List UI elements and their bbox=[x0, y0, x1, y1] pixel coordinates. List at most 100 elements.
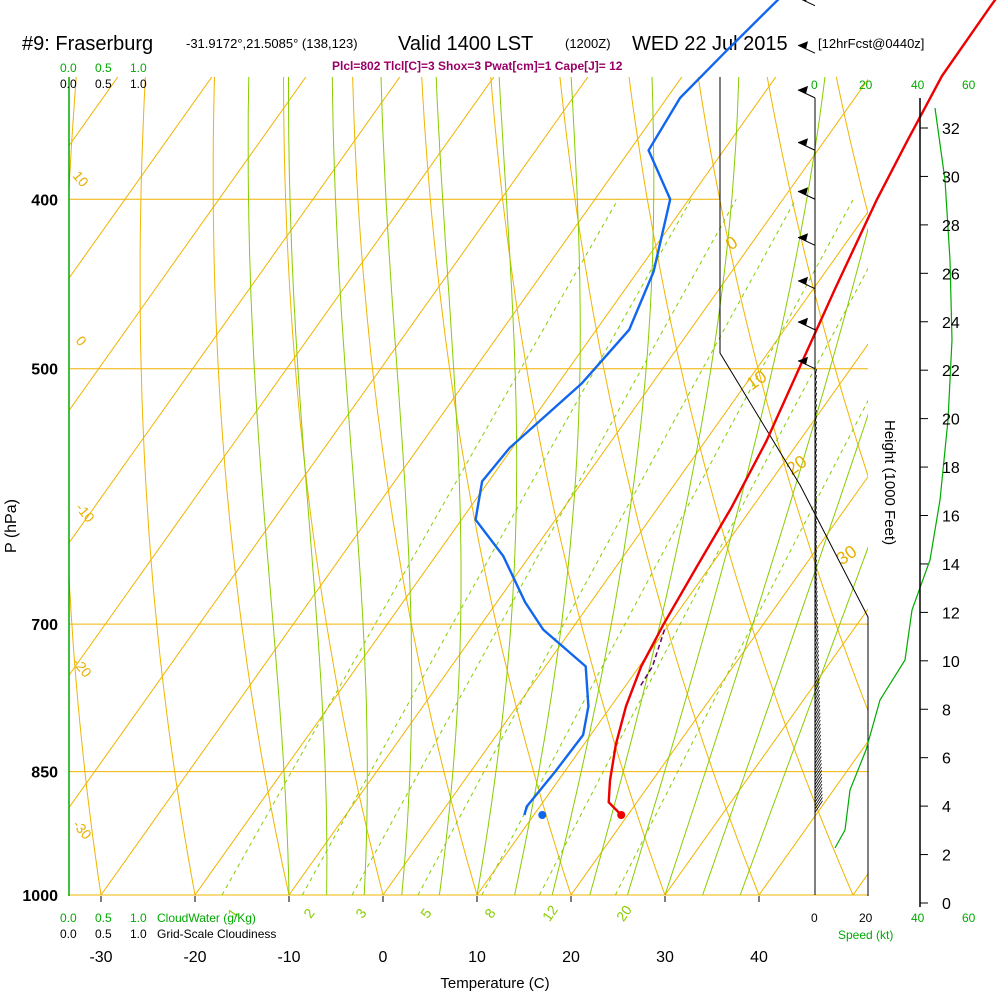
dry-adiabat bbox=[559, 77, 760, 896]
wind-barb bbox=[814, 734, 822, 746]
moist-adiabat bbox=[331, 77, 368, 896]
wind-barb bbox=[814, 629, 819, 639]
mixing-ratio-label: 5 bbox=[417, 905, 435, 921]
dry-adiabat bbox=[421, 77, 572, 896]
wind-barb bbox=[814, 716, 821, 727]
speed-profile-line bbox=[834, 107, 953, 849]
valid-date: WED 22 Jul 2015 bbox=[632, 33, 788, 55]
isotherm-line bbox=[570, 475, 868, 896]
wind-barb bbox=[814, 780, 823, 793]
mixing-ratio-line bbox=[351, 199, 737, 896]
wind-barb bbox=[814, 459, 817, 467]
pressure-tick-label: 1000 bbox=[22, 888, 58, 905]
wind-barb bbox=[814, 689, 820, 700]
isotherm-line bbox=[69, 77, 401, 544]
wind-barb bbox=[814, 763, 822, 775]
cloudwater-bottom-1: 0.5 bbox=[95, 911, 112, 925]
wind-barb bbox=[814, 490, 817, 499]
wind-barb bbox=[814, 380, 817, 389]
wind-barb bbox=[814, 705, 821, 716]
wind-barb bbox=[814, 573, 818, 581]
parcel-profile bbox=[639, 629, 666, 687]
temperature-tick-label: 30 bbox=[656, 949, 674, 966]
height-tick-label: 6 bbox=[942, 751, 951, 768]
wind-barb bbox=[814, 554, 817, 563]
dry-adiabat bbox=[697, 77, 868, 712]
wind-barb bbox=[814, 766, 822, 779]
wind-barb bbox=[814, 637, 819, 647]
wind-barb bbox=[801, 0, 816, 7]
cloudwater-top-2: 1.0 bbox=[130, 61, 147, 75]
wind-barb bbox=[814, 752, 822, 764]
temperature-axis-label: Temperature (C) bbox=[440, 975, 549, 992]
height-tick-label: 8 bbox=[942, 702, 951, 719]
pressure-axis-label: P (hPa) bbox=[3, 499, 20, 553]
mixing-ratio-lines bbox=[221, 199, 868, 896]
temperature-tick-label: -30 bbox=[89, 949, 112, 966]
temperature-tick-label: -10 bbox=[277, 949, 300, 966]
dry-adiabat bbox=[0, 0, 38, 895]
wind-barb bbox=[814, 485, 817, 494]
isotherm-line bbox=[382, 211, 868, 896]
wind-barb bbox=[814, 756, 822, 768]
temperature-tick-label: -20 bbox=[183, 949, 206, 966]
wind-barb bbox=[814, 686, 820, 696]
cloudiness-top-0: 0.0 bbox=[60, 77, 77, 91]
wind-barb-flag bbox=[798, 85, 808, 94]
height-tick-label: 12 bbox=[942, 605, 960, 622]
speed-bottom-40: 40 bbox=[911, 911, 925, 925]
dry-adiabat-label: 20 bbox=[783, 451, 811, 479]
pressure-tick-label: 700 bbox=[31, 617, 58, 634]
dry-adiabat bbox=[490, 77, 666, 896]
moist-adiabat bbox=[702, 413, 868, 896]
wind-barb bbox=[814, 586, 818, 595]
moist-adiabat bbox=[739, 546, 868, 896]
isotherm-line bbox=[0, 0, 96, 895]
dry-adiabat bbox=[835, 77, 868, 216]
wind-barb bbox=[814, 608, 819, 617]
pressure-tick-label: 400 bbox=[31, 192, 58, 209]
wind-barb bbox=[814, 783, 823, 796]
dry-adiabat bbox=[352, 77, 478, 896]
wind-barb bbox=[814, 480, 817, 488]
wind-barb bbox=[814, 642, 819, 651]
temperature-axis: -30 -20 -10 0 10 20 30 40 bbox=[89, 896, 768, 966]
mixing-ratio-line bbox=[481, 199, 854, 896]
speed-bottom-60: 60 bbox=[962, 911, 976, 925]
height-tick-label: 26 bbox=[942, 266, 960, 283]
wind-barb bbox=[814, 731, 821, 742]
speed-top-20: 20 bbox=[859, 78, 873, 92]
temperature-tick-label: 10 bbox=[468, 949, 486, 966]
dry-adiabat bbox=[628, 77, 854, 896]
wind-barb bbox=[814, 506, 817, 514]
dry-adiabat-label: 0 bbox=[722, 232, 742, 254]
speed-top-0: 0 bbox=[811, 78, 818, 92]
valid-time: Valid 1400 LST bbox=[398, 33, 533, 55]
dry-adiabat bbox=[987, 0, 1000, 895]
wind-barb bbox=[814, 666, 820, 676]
station-title: #9: Fraserburg bbox=[22, 33, 153, 55]
isotherm-label: 10 bbox=[70, 168, 92, 190]
wind-barb bbox=[814, 368, 817, 377]
pressure-tick-label: 500 bbox=[31, 362, 58, 379]
isotherm-line bbox=[69, 77, 119, 147]
moist-adiabat bbox=[551, 77, 655, 896]
wind-barb bbox=[814, 443, 817, 451]
zulu-time: (1200Z) bbox=[565, 36, 611, 51]
wind-barb bbox=[814, 530, 817, 539]
wind-barb bbox=[814, 773, 823, 786]
dry-adiabat-label: 10 bbox=[743, 366, 771, 394]
wind-barb bbox=[814, 511, 817, 519]
wind-barb-flag bbox=[798, 138, 808, 147]
moist-adiabat bbox=[435, 77, 462, 896]
cloudwater-bottom-0: 0.0 bbox=[60, 911, 77, 925]
wind-barb-flag bbox=[798, 317, 808, 326]
dry-adiabat-label: 30 bbox=[833, 541, 861, 569]
wind-barb bbox=[814, 654, 820, 664]
stability-indices: Plcl=802 Tlcl[C]=3 Shox=3 Pwat[cm]=1 Cap… bbox=[332, 59, 623, 73]
isotherm-line bbox=[69, 77, 307, 412]
wind-barb bbox=[814, 723, 821, 735]
wind-barb bbox=[814, 621, 819, 630]
isotherm-line bbox=[476, 343, 868, 896]
